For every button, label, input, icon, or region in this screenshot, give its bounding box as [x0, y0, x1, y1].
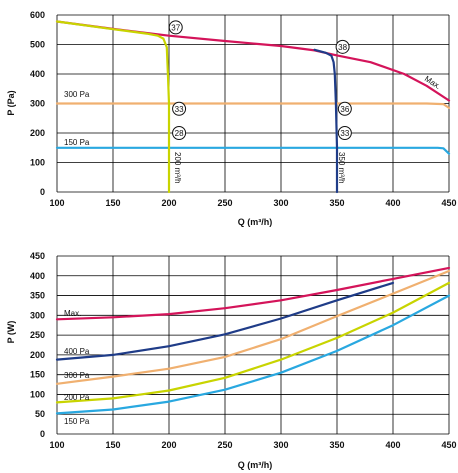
pressure-xlabel: Q (m³/h): [238, 217, 273, 227]
label-150pa: 150 Pa: [64, 417, 90, 426]
power-ticks: 100 150 200 250 300 350 400 450 0 50 100 150 200 250 3…: [30, 251, 457, 450]
power-chart: 100 150 200 250 300 350 400 450 0 50 100 150 200 250 3…: [6, 251, 457, 470]
point-marker-circle: [337, 126, 352, 140]
series-line-150-pa: [55, 294, 451, 415]
point-marker-label: 36: [340, 105, 349, 114]
series-line-400-pa: [55, 281, 395, 361]
x-tick-label: 300: [273, 198, 288, 208]
series-line-200-pa: [55, 281, 451, 404]
series-line-200-m-h: [55, 20, 171, 194]
pressure-chart: 100 150 200 250 300 350 400 450 0 100 200 300 400 500…: [6, 10, 457, 227]
label-400pa: 400 Pa: [64, 347, 90, 356]
x-tick-label: 350: [329, 198, 344, 208]
point-marker-label: 37: [171, 23, 180, 32]
y-tick-label: 300: [30, 99, 45, 109]
y-tick-label: 200: [30, 350, 45, 360]
point-marker-circle: [172, 101, 187, 116]
x-tick-label: 250: [217, 198, 232, 208]
power-grid: [56, 255, 450, 435]
series-line-150-pa: [55, 146, 451, 155]
label-300pa: 300 Pa: [64, 371, 90, 380]
y-tick-label: 300: [30, 310, 45, 320]
label-200pa: 200 Pa: [64, 393, 90, 402]
point-marker-circle: [172, 126, 187, 140]
y-tick-label: 250: [30, 330, 45, 340]
point-markers: 37 38 33 36 28 33: [168, 20, 352, 140]
x-tick-label: 300: [273, 440, 288, 450]
point-marker-circle: [168, 20, 183, 35]
y-tick-label: 600: [30, 10, 45, 20]
y-tick-label: 0: [40, 429, 45, 439]
series-line-300-pa: [55, 102, 451, 110]
point-marker-circle: [335, 39, 350, 54]
x-tick-label: 150: [105, 440, 120, 450]
x-tick-label: 200: [161, 440, 176, 450]
label-300pa: 300 Pa: [64, 90, 90, 99]
point-marker-label: 38: [338, 43, 347, 52]
pressure-series: [55, 20, 451, 194]
y-tick-label: 100: [30, 158, 45, 168]
label-200m3h: 200 m³/h: [173, 152, 182, 184]
series-line-350-m-h: [313, 48, 339, 194]
point-marker-label: 33: [340, 129, 349, 138]
power-xlabel: Q (m³/h): [238, 460, 273, 470]
power-series: [55, 266, 451, 415]
y-tick-label: 400: [30, 271, 45, 281]
x-tick-label: 250: [217, 440, 232, 450]
x-tick-label: 450: [441, 198, 456, 208]
point-marker-label: 33: [175, 105, 184, 114]
label-max: Max.: [64, 309, 81, 318]
x-tick-label: 450: [441, 440, 456, 450]
point-marker-label: 28: [175, 129, 184, 138]
x-tick-label: 150: [105, 198, 120, 208]
x-tick-label: 400: [385, 440, 400, 450]
series-line-max: [55, 20, 451, 102]
y-tick-label: 450: [30, 251, 45, 261]
x-tick-label: 100: [49, 198, 64, 208]
y-tick-label: 500: [30, 40, 45, 50]
x-tick-label: 100: [49, 440, 64, 450]
y-tick-label: 350: [30, 291, 45, 301]
power-ylabel: P (W): [6, 321, 16, 344]
y-tick-label: 150: [30, 370, 45, 380]
x-tick-label: 400: [385, 198, 400, 208]
x-tick-label: 350: [329, 440, 344, 450]
series-line-300-pa: [55, 269, 451, 385]
x-tick-label: 200: [161, 198, 176, 208]
pressure-ylabel: P (Pa): [6, 90, 16, 115]
y-tick-label: 50: [35, 409, 45, 419]
series-line-max: [55, 266, 451, 321]
y-tick-label: 400: [30, 69, 45, 79]
point-marker-circle: [337, 101, 352, 116]
label-150pa: 150 Pa: [64, 138, 90, 147]
y-tick-label: 200: [30, 128, 45, 138]
label-350m3h: 350 m³/h: [337, 152, 346, 184]
pressure-ticks: 100 150 200 250 300 350 400 450 0 100 200 300 400 500…: [30, 10, 457, 208]
y-tick-label: 0: [40, 187, 45, 197]
y-tick-label: 100: [30, 389, 45, 399]
